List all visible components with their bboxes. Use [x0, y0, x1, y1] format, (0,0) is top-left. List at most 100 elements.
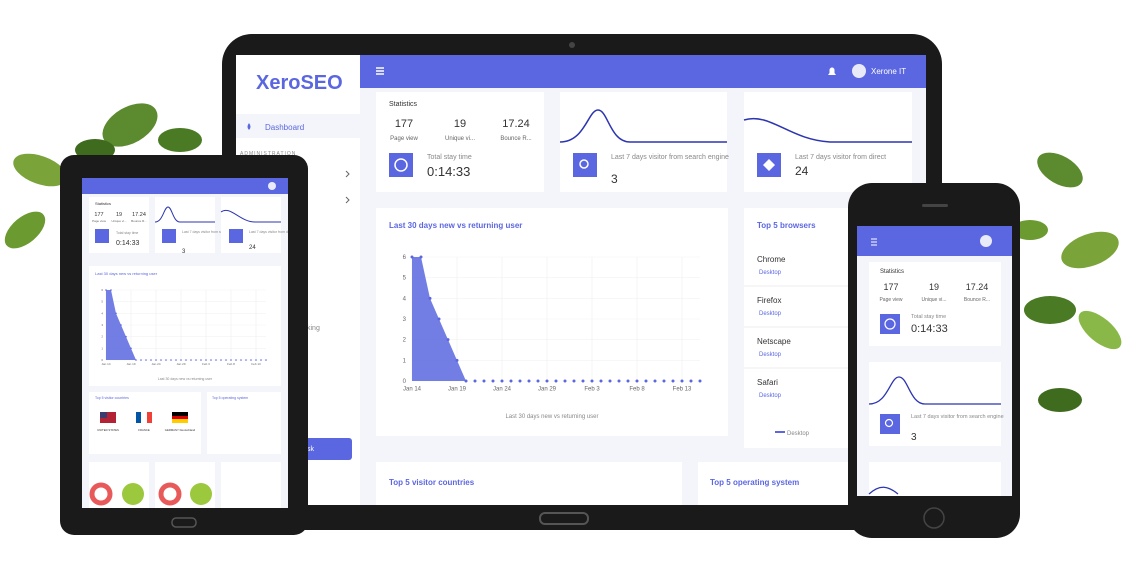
point: [185, 359, 187, 361]
point: [545, 379, 549, 383]
nav-section: ADMINISTRATION: [240, 151, 296, 157]
point: [120, 324, 122, 326]
point: [125, 335, 127, 338]
stat-value: 17.24: [132, 212, 146, 218]
direct-value: 24: [249, 245, 256, 251]
direct-label: Last 7 days visitor from direct: [795, 154, 886, 161]
point: [225, 359, 227, 361]
point: [698, 379, 702, 383]
stat-value: 19: [116, 212, 122, 218]
point: [527, 379, 531, 383]
point: [464, 379, 468, 383]
point: [255, 359, 257, 361]
point: [260, 359, 262, 361]
point: [200, 359, 202, 361]
browser-device: Desktop: [759, 352, 782, 358]
y-tick-label: 5: [101, 300, 103, 304]
x-tick-label: Jan 24: [151, 362, 160, 366]
y-tick-label: 4: [403, 296, 407, 302]
home-button[interactable]: [171, 517, 197, 528]
button-text[interactable]: sk: [307, 446, 315, 453]
nav-dashboard[interactable]: Dashboard: [265, 123, 304, 132]
point: [150, 359, 152, 361]
stat-label: Page view: [879, 297, 902, 303]
y-tick-label: 0: [403, 379, 407, 385]
stat-value: 177: [883, 282, 898, 292]
card-title: Statistics: [880, 269, 904, 275]
y-tick-label: 2: [101, 335, 103, 339]
countries-title: Top 5 visitor countries: [95, 396, 129, 400]
country-name: UNITED STATES: [97, 428, 119, 432]
x-tick-label: Jan 19: [448, 387, 467, 393]
point: [653, 379, 657, 383]
home-button[interactable]: [923, 507, 945, 529]
point: [145, 359, 147, 361]
stat-value: 19: [454, 118, 466, 130]
countries-title: Top 5 visitor countries: [389, 478, 475, 487]
point: [680, 379, 684, 383]
point: [205, 359, 207, 361]
stat-label: Bounce R...: [131, 219, 147, 223]
x-tick-label: Jan 14: [101, 362, 110, 366]
search-value: 3: [611, 172, 618, 186]
y-tick-label: 5: [403, 276, 407, 282]
point: [509, 379, 513, 383]
point: [518, 379, 522, 383]
area: [412, 257, 700, 381]
point: [473, 379, 477, 383]
point: [491, 379, 495, 383]
browser-device: Desktop: [759, 393, 782, 399]
point: [662, 379, 666, 383]
dashboard-screen: XeroSEO Dashboard ADMINISTRATION king sk…: [236, 55, 926, 505]
stay-value: 0:14:33: [911, 323, 948, 335]
stay-label: Total stay time: [116, 231, 138, 235]
browser-name: Firefox: [757, 296, 781, 305]
point: [155, 359, 157, 361]
chevron: [345, 170, 350, 178]
point: [105, 289, 107, 291]
x-tick-label: Feb 13: [673, 387, 692, 393]
point: [210, 359, 212, 361]
point: [180, 359, 182, 361]
browsers-title: Top 5 browsers: [757, 221, 816, 230]
stay-label: Total stay time: [427, 154, 472, 161]
search-label: Last 7 days visitor from search engine: [182, 230, 241, 234]
point: [235, 359, 237, 361]
stat-label: Bounce R...: [500, 136, 532, 142]
card-title: Statistics: [95, 201, 111, 206]
chart-legend: Last 30 days new vs returning user: [505, 414, 598, 420]
point: [455, 358, 459, 362]
point: [419, 255, 423, 259]
phone-screen: Statistics 177 Page view 19 Unique vi... 17.…: [857, 226, 1012, 496]
point: [230, 359, 232, 361]
x-tick-label: Feb 8: [629, 387, 645, 393]
point: [245, 359, 247, 361]
point: [635, 379, 639, 383]
search-value: 3: [182, 249, 186, 255]
stat-label: Page view: [390, 136, 418, 142]
y-tick-label: 4: [101, 311, 103, 315]
point: [626, 379, 630, 383]
browser-device: Desktop: [759, 270, 782, 276]
x-tick-label: Jan 24: [493, 387, 512, 393]
stat-label: Unique vi...: [111, 219, 126, 223]
point: [135, 359, 137, 361]
plant-left: [4, 103, 220, 249]
brand: XeroSEO: [256, 72, 343, 94]
point: [581, 379, 585, 383]
stay-value: 0:14:33: [116, 240, 139, 247]
y-tick-label: 3: [403, 317, 407, 323]
point: [599, 379, 603, 383]
x-tick-label: Feb 3: [202, 362, 210, 366]
user-name[interactable]: Xerone IT: [871, 67, 906, 76]
point: [175, 359, 177, 361]
nav-item[interactable]: king: [307, 325, 320, 332]
point: [220, 359, 222, 361]
y-tick-label: 2: [403, 338, 407, 344]
plant-right: [1012, 152, 1122, 412]
point: [428, 296, 432, 300]
stay-label: Total stay time: [911, 314, 946, 320]
home-button[interactable]: [539, 512, 589, 525]
y-tick-label: 1: [403, 358, 407, 364]
point: [500, 379, 504, 383]
